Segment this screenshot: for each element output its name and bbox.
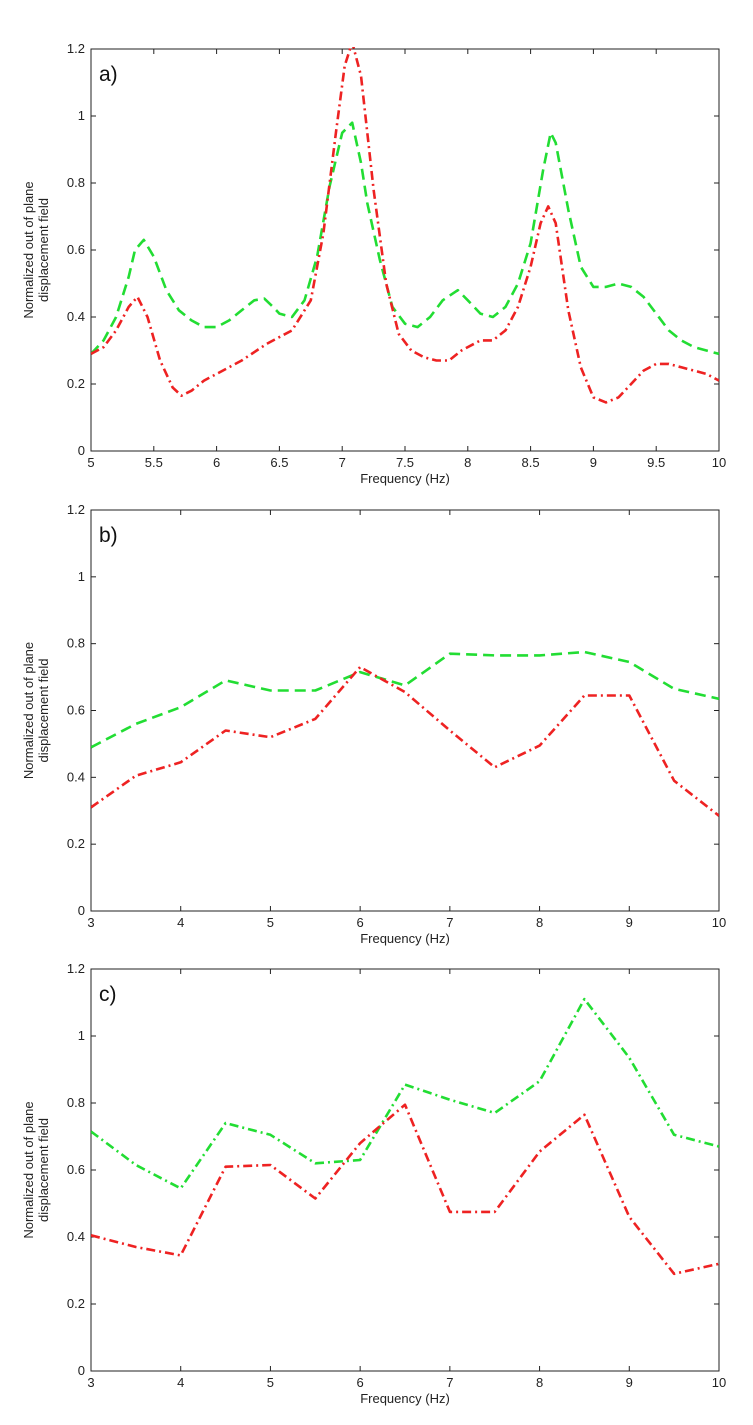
y-tick-label: 0.2: [67, 836, 85, 851]
y-axis-label-line-1: Normalized out of plane: [21, 1101, 36, 1238]
x-tick-label: 4: [177, 915, 184, 930]
series-line-red: [91, 665, 719, 817]
y-tick-label: 0.8: [67, 175, 85, 190]
y-tick-label: 1.2: [67, 41, 85, 56]
x-tick-label: 4: [177, 1375, 184, 1390]
y-tick-label: 0: [78, 443, 85, 458]
series-line-green: [91, 997, 719, 1190]
x-tick-label: 9: [590, 455, 597, 470]
x-tick-label: 3: [87, 1375, 94, 1390]
y-tick-label: 1.2: [67, 502, 85, 517]
series-line-red: [91, 47, 719, 404]
series-line-green: [91, 121, 719, 356]
y-tick-label: 0: [78, 903, 85, 918]
y-tick-label: 1: [78, 108, 85, 123]
y-tick-label: 1: [78, 569, 85, 584]
y-tick-label: 1: [78, 1028, 85, 1043]
x-tick-label: 7: [446, 1375, 453, 1390]
axes-frame: [90, 48, 720, 452]
x-axis-label: Frequency (Hz): [360, 931, 450, 946]
x-tick-label: 7: [339, 455, 346, 470]
y-tick-label: 0.6: [67, 703, 85, 718]
y-axis-label-line-2: displacement field: [36, 658, 51, 762]
y-tick-label: 0: [78, 1363, 85, 1378]
x-tick-label: 10: [712, 915, 726, 930]
x-tick-label: 6: [213, 455, 220, 470]
y-tick-label: 0.4: [67, 309, 85, 324]
x-tick-label: 7.5: [396, 455, 414, 470]
y-axis-label-line-1: Normalized out of plane: [21, 642, 36, 779]
x-tick-label: 6: [357, 1375, 364, 1390]
x-tick-label: 9: [626, 1375, 633, 1390]
x-tick-label: 9: [626, 915, 633, 930]
x-tick-label: 5.5: [145, 455, 163, 470]
chart-panel-1: 5 5.5 6 6.5 7 7.5 8 8.5 9 9.5 10 0 0.2 0.4 0.6 0.8 1 1.2 F…: [21, 41, 726, 486]
x-tick-label: 6: [357, 915, 364, 930]
y-tick-label: 0.4: [67, 769, 85, 784]
y-axis-label-line-2: displacement field: [36, 1118, 51, 1222]
y-tick-label: 0.6: [67, 242, 85, 257]
y-axis-label-line-1: Normalized out of plane: [21, 181, 36, 318]
x-tick-label: 5: [267, 1375, 274, 1390]
x-tick-label: 7: [446, 915, 453, 930]
panel-label: c): [99, 983, 117, 1006]
y-tick-label: 0.8: [67, 636, 85, 651]
x-tick-label: 9.5: [647, 455, 665, 470]
x-tick-label: 8: [536, 915, 543, 930]
series-line-red: [91, 1103, 719, 1276]
x-tick-label: 10: [712, 1375, 726, 1390]
y-tick-label: 0.2: [67, 1296, 85, 1311]
axes-frame: [90, 509, 720, 912]
series-line-green: [91, 650, 719, 749]
panel-label: b): [99, 524, 118, 547]
y-axis-label-line-2: displacement field: [36, 198, 51, 302]
x-axis-label: Frequency (Hz): [360, 471, 450, 486]
x-tick-label: 8: [536, 1375, 543, 1390]
x-tick-label: 10: [712, 455, 726, 470]
x-tick-label: 8.5: [522, 455, 540, 470]
x-tick-label: 5: [267, 915, 274, 930]
x-tick-label: 6.5: [270, 455, 288, 470]
y-tick-label: 0.6: [67, 1162, 85, 1177]
x-axis-label: Frequency (Hz): [360, 1391, 450, 1406]
x-tick-label: 5: [87, 455, 94, 470]
y-tick-label: 0.2: [67, 376, 85, 391]
x-tick-label: 8: [464, 455, 471, 470]
y-tick-label: 0.4: [67, 1229, 85, 1244]
chart-panel-3: 3 4 5 6 7 8 9 10 0 0.2 0.4 0.6 0.8 1 1.2 Frequency (Hz)…: [21, 961, 726, 1406]
y-tick-label: 1.2: [67, 961, 85, 976]
axes-frame: [90, 968, 720, 1372]
x-tick-label: 3: [87, 915, 94, 930]
y-tick-label: 0.8: [67, 1095, 85, 1110]
panel-label: a): [99, 63, 118, 86]
chart-panel-2: 3 4 5 6 7 8 9 10 0 0.2 0.4 0.6 0.8 1 1.2 Frequency (Hz)…: [21, 502, 726, 946]
